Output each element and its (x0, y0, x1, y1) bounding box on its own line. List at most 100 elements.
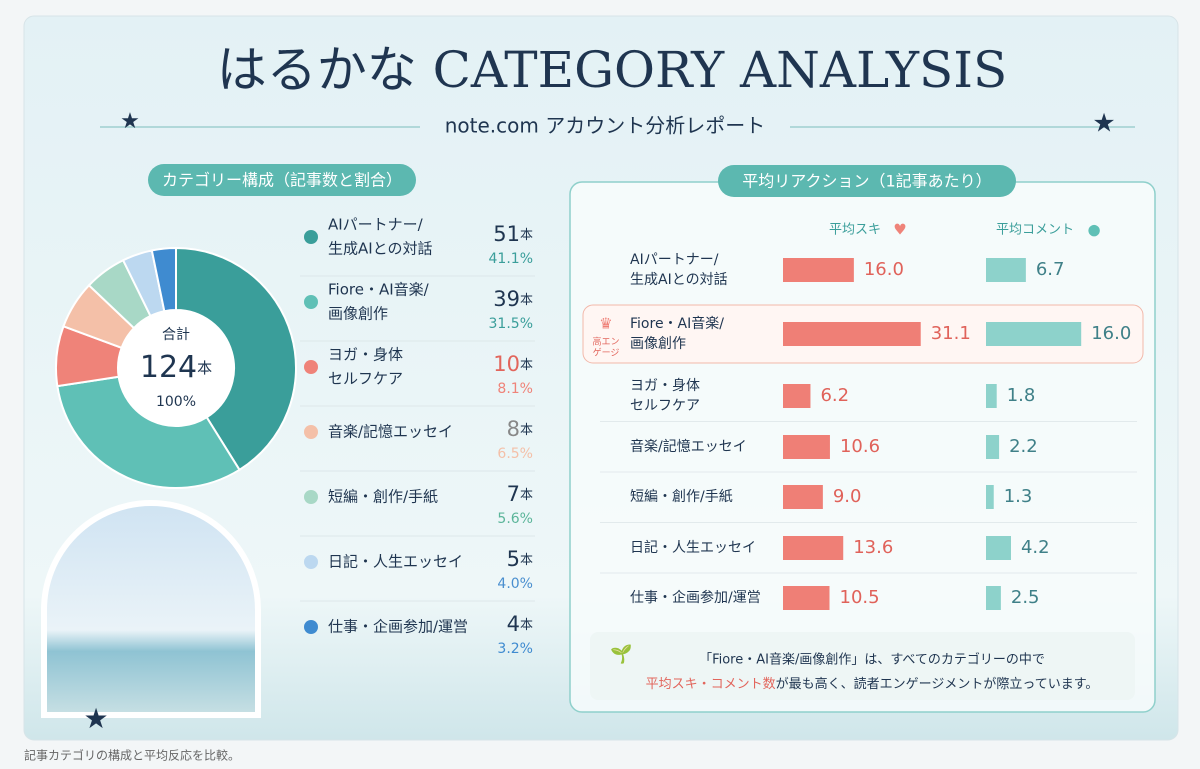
legend-share: 4.0% (497, 576, 533, 592)
legend-share: 6.5% (497, 446, 533, 462)
highlight-badge: 高エン (592, 336, 619, 348)
highlight-badge: ゲージ (593, 347, 620, 359)
count-unit: 本 (520, 358, 533, 373)
value-label: 4.2 (1021, 537, 1050, 558)
arch-image (41, 500, 261, 718)
legend-count: 51本 (493, 222, 533, 246)
bar (986, 258, 1026, 282)
note-line: 「Fiore・AI音楽/画像創作」は、すべてのカテゴリーの中で (699, 652, 1045, 668)
column-header: 平均コメント (996, 223, 1074, 238)
row-label: 画像創作 (630, 336, 686, 352)
legend-label: 音楽/記憶エッセイ (328, 423, 453, 441)
legend-label: AIパートナー/ (328, 216, 424, 234)
bar (783, 435, 830, 459)
row-label: 仕事・企画参加/運営 (630, 589, 761, 606)
value-label: 16.0 (864, 259, 904, 280)
legend-dot (304, 555, 318, 569)
row-label: Fiore・AI音楽/ (630, 315, 724, 332)
count-number: 7 (507, 482, 520, 506)
bar (986, 435, 1000, 459)
sprout-icon: 🌱 (610, 644, 632, 665)
row-label: 生成AIとの対話 (630, 271, 728, 288)
value-label: 10.6 (840, 436, 880, 457)
crown-icon: ♛ (599, 315, 612, 333)
count-number: 4 (507, 612, 520, 636)
count-number: 39 (493, 287, 520, 311)
bar (986, 384, 997, 408)
count-unit: 本 (520, 228, 533, 243)
row-label: 短編・創作/手紙 (630, 489, 733, 505)
footer: 記事カテゴリの構成と平均反応を比較。 (24, 748, 240, 763)
count-number: 5 (507, 547, 520, 571)
legend-dot (304, 360, 318, 374)
legend-count: 8本 (507, 417, 533, 441)
count-unit: 本 (520, 423, 533, 438)
star-icon: ★ (1092, 109, 1115, 139)
legend-label: 短編・創作/手紙 (328, 488, 438, 506)
note-emphasis: 平均スキ・コメント数 (646, 677, 776, 692)
legend-share: 8.1% (497, 381, 533, 397)
note-text: が最も高く、読者エンゲージメントが際立っています。 (776, 676, 1099, 692)
column-header: 平均スキ (829, 223, 881, 238)
count-number: 10 (493, 352, 520, 376)
count-unit: 本 (520, 618, 533, 633)
star-icon: ★ (120, 109, 140, 134)
subtitle: note.com アカウント分析レポート (445, 114, 766, 138)
title: はるかな CATEGORY ANALYSIS (217, 41, 1008, 99)
bar (783, 586, 830, 610)
bar (783, 258, 854, 282)
bar (986, 322, 1082, 346)
legend-label: Fiore・AI音楽/ (328, 281, 430, 299)
legend-dot (304, 425, 318, 439)
legend-dot (304, 230, 318, 244)
legend-count: 10本 (493, 352, 533, 376)
value-label: 13.6 (853, 537, 893, 558)
section-pill (718, 165, 1016, 197)
value-label: 1.3 (1004, 486, 1033, 507)
legend-share: 31.5% (489, 316, 533, 332)
bar (986, 485, 994, 509)
bar (783, 536, 844, 560)
bar (986, 536, 1011, 560)
legend-count: 4本 (507, 612, 533, 636)
value-label: 6.7 (1036, 259, 1065, 280)
section-title: 平均リアクション（1記事あたり） (742, 172, 991, 191)
total-number: 124 (140, 350, 197, 385)
center-label: 合計 (162, 327, 190, 343)
legend-share: 41.1% (489, 251, 533, 267)
section-pill (148, 164, 416, 196)
legend-count: 5本 (507, 547, 533, 571)
bar (783, 485, 823, 509)
bar (986, 586, 1001, 610)
legend-label: 画像創作 (328, 305, 388, 323)
legend-share: 5.6% (497, 511, 533, 527)
legend-label: 生成AIとの対話 (328, 240, 433, 258)
row-label: AIパートナー/ (630, 252, 719, 268)
row-label: ヨガ・身体 (630, 378, 700, 394)
value-label: 2.2 (1009, 436, 1038, 457)
note-box (590, 632, 1135, 700)
legend-label: セルフケア (328, 370, 403, 388)
legend-count: 39本 (493, 287, 533, 311)
count-unit: 本 (520, 553, 533, 568)
starfish-icon: ★ (83, 702, 108, 735)
row-label: セルフケア (630, 398, 700, 414)
count-unit: 本 (520, 488, 533, 503)
center-share: 100% (156, 394, 196, 410)
value-label: 10.5 (840, 587, 880, 608)
bar (783, 322, 921, 346)
count-unit: 本 (520, 293, 533, 308)
value-label: 1.8 (1007, 385, 1036, 406)
legend-dot (304, 620, 318, 634)
value-label: 31.1 (931, 323, 971, 344)
legend-count: 7本 (507, 482, 533, 506)
value-label: 9.0 (833, 486, 862, 507)
legend-dot (304, 295, 318, 309)
bar (783, 384, 811, 408)
value-label: 16.0 (1091, 323, 1131, 344)
value-label: 2.5 (1011, 587, 1040, 608)
comment-icon: ● (1087, 221, 1100, 239)
note-line: 平均スキ・コメント数が最も高く、読者エンゲージメントが際立っています。 (646, 676, 1099, 692)
